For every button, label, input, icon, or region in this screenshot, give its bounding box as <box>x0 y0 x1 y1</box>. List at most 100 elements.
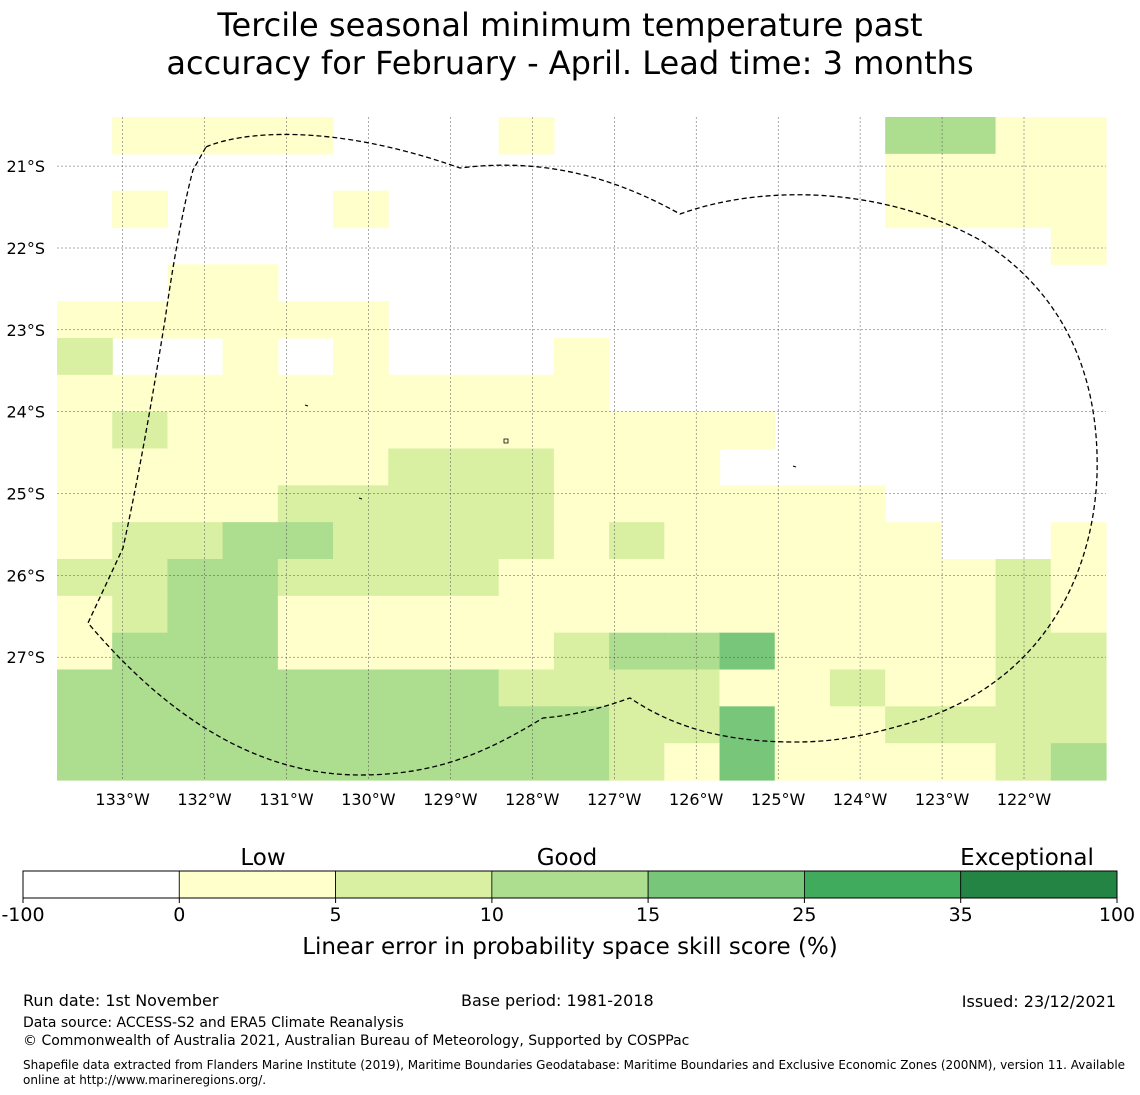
grid-cell <box>222 743 279 781</box>
grid-cell <box>443 632 500 671</box>
grid-cell <box>443 411 500 450</box>
grid-cell <box>112 632 169 671</box>
grid-cell <box>498 117 555 155</box>
colorbar-tick-label: 15 <box>636 904 660 926</box>
latitude-labels: 21°S 22°S 23°S 24°S 25°S 26°S 27°S <box>6 157 45 667</box>
map-title-line-1: Tercile seasonal minimum temperature pas… <box>217 6 923 44</box>
grid-cell <box>443 706 500 744</box>
grid-cell <box>940 153 997 192</box>
grid-cell <box>222 374 279 413</box>
longitude-label: 122°W <box>997 790 1052 809</box>
colorbar-category-label: Exceptional <box>960 845 1094 871</box>
grid-cell <box>940 117 997 155</box>
grid-cell <box>885 559 941 597</box>
grid-cell <box>498 374 555 413</box>
eez-boundary <box>87 133 1098 776</box>
grid-cell <box>222 559 279 597</box>
grid-cell <box>829 669 886 707</box>
grid-cell <box>388 632 445 671</box>
island-mark <box>792 465 797 468</box>
grid-cell <box>664 669 721 707</box>
grid-cell <box>553 559 610 597</box>
longitude-label: 129°W <box>423 790 478 809</box>
grid-cell <box>774 706 831 744</box>
grid-cell <box>388 522 445 560</box>
map-title: Tercile seasonal minimum temperature pas… <box>0 6 1140 82</box>
colorbar-category-label: Low <box>240 845 285 871</box>
longitude-label: 123°W <box>915 790 970 809</box>
grid-cell <box>112 706 169 744</box>
longitude-label: 133°W <box>95 790 150 809</box>
grid-cell <box>112 595 169 634</box>
grid-cell <box>885 669 941 707</box>
grid-cell <box>664 706 721 744</box>
grid-cell <box>609 632 665 671</box>
grid-cell <box>167 522 224 560</box>
grid-cell <box>443 559 500 597</box>
colorbar-tick-label: 5 <box>330 904 342 926</box>
grid-cell <box>333 448 389 486</box>
grid-cell <box>885 743 941 781</box>
grid-cell <box>222 448 279 486</box>
grid-cell <box>553 485 610 523</box>
copyright: © Commonwealth of Australia 2021, Austra… <box>23 1033 690 1049</box>
latitude-label: 25°S <box>6 485 45 504</box>
grid-cell <box>443 595 500 634</box>
grid-cell <box>57 522 113 560</box>
grid-cell <box>443 522 500 560</box>
grid-cell <box>277 411 334 450</box>
grid-cell <box>112 374 169 413</box>
island-mark <box>503 438 509 444</box>
colorbar-tick-label: -100 <box>1 904 44 926</box>
grid-cell <box>277 117 334 155</box>
grid-cell <box>774 669 831 707</box>
grid-cell <box>112 559 169 597</box>
grid-cell <box>719 485 776 523</box>
grid-cell <box>1050 153 1107 192</box>
grid-cell <box>609 669 665 707</box>
grid-cell <box>995 190 1052 229</box>
colorbar-segment <box>178 870 336 899</box>
grid-cell <box>222 301 279 339</box>
grid-cell <box>498 743 555 781</box>
grid-cell <box>719 411 776 450</box>
grid-cell <box>1050 595 1107 634</box>
grid-cell <box>222 706 279 744</box>
colorbar-tick-label: 100 <box>1099 904 1135 926</box>
grid-cell <box>222 264 279 302</box>
grid-cell <box>333 485 389 523</box>
grid-cell <box>1050 190 1107 229</box>
grid-cell <box>277 669 334 707</box>
grid-cell <box>167 559 224 597</box>
grid-cell <box>719 632 776 671</box>
grid-cell <box>553 595 610 634</box>
grid-cell <box>112 485 169 523</box>
grid-cell <box>498 448 555 486</box>
skill-grid <box>57 117 1107 781</box>
grid-cell <box>940 632 997 671</box>
grid-cell <box>57 559 113 597</box>
grid-cell <box>277 448 334 486</box>
grid-cell <box>774 485 831 523</box>
grid-cell <box>553 448 610 486</box>
shapefile-credit: Shapefile data extracted from Flanders M… <box>23 1058 1126 1087</box>
grid-cell <box>443 374 500 413</box>
grid-cell <box>333 595 389 634</box>
grid-cell <box>333 706 389 744</box>
grid-cell <box>57 411 113 450</box>
grid-cell <box>553 374 610 413</box>
grid-cell <box>1050 632 1107 671</box>
grid-cell <box>553 411 610 450</box>
grid-cell <box>388 743 445 781</box>
grid-cell <box>333 559 389 597</box>
grid-cell <box>57 485 113 523</box>
grid-cell <box>388 411 445 450</box>
colorbar-axis-label: Linear error in probability space skill … <box>302 934 838 960</box>
grid-cell <box>333 669 389 707</box>
colorbar-segment <box>647 870 805 899</box>
grid-cell <box>498 632 555 671</box>
grid-cell <box>222 338 279 376</box>
grid-cell <box>222 632 279 671</box>
grid-cell <box>277 485 334 523</box>
grid-cell <box>885 153 941 192</box>
